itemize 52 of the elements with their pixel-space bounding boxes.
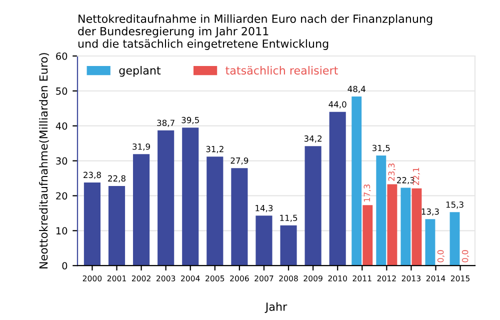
data-label: 38,7 — [157, 120, 174, 127]
chart-title: Nettokreditaufnahme in Milliarden Euro nach der Finanzplanung der Bundesregierung im Jahr 2011 und die tatsächlich eingetretene Entwicklung — [78, 14, 432, 50]
data-label: 22,8 — [108, 175, 126, 182]
data-label: 23,8 — [84, 172, 101, 179]
data-label: 14,3 — [256, 204, 273, 212]
data-label: 34,2 — [304, 135, 322, 143]
y-tick-label: 60 — [56, 52, 68, 60]
data-label: 39,5 — [182, 116, 199, 124]
y-tick-label: 10 — [56, 227, 68, 234]
bar — [352, 96, 362, 266]
data-label: 27,9 — [230, 157, 248, 165]
data-label: 31,5 — [372, 144, 390, 152]
data-label: 22,1 — [412, 168, 420, 186]
data-label: 22,3 — [397, 177, 414, 184]
data-label: 11,5 — [280, 214, 298, 222]
y-tick-label: 50 — [56, 87, 68, 95]
legend-label: geplant — [119, 66, 161, 77]
data-label: 0,0 — [437, 250, 445, 262]
bar — [304, 146, 322, 266]
bar — [387, 184, 398, 266]
data-label: 15,3 — [446, 201, 464, 209]
bar — [158, 130, 174, 266]
data-label: 31,9 — [132, 143, 150, 151]
bar — [84, 182, 101, 266]
bar — [108, 186, 126, 266]
bar — [206, 156, 224, 266]
bar — [362, 205, 373, 266]
bar — [376, 156, 386, 266]
y-tick-label: 0 — [62, 262, 68, 270]
bar — [400, 188, 411, 266]
bar — [450, 212, 460, 266]
bar — [412, 188, 422, 266]
y-axis-title: Neottokreditaufnahme(Milliarden Euro) — [39, 53, 50, 268]
y-tick-label: 30 — [56, 157, 68, 165]
bar — [231, 168, 248, 266]
bar — [425, 219, 436, 266]
bar — [182, 128, 199, 266]
data-label: 23,3 — [388, 164, 396, 181]
x-axis-title: Jahr — [264, 302, 288, 313]
bar — [280, 225, 297, 266]
data-label: 44,0 — [328, 101, 346, 108]
y-tick-label: 20 — [56, 192, 68, 200]
data-label: 17,3 — [364, 184, 371, 202]
data-label: 31,2 — [206, 146, 224, 154]
bar — [329, 112, 346, 266]
data-label: 13,3 — [422, 208, 439, 216]
bar — [133, 154, 150, 266]
legend-label: tatsächlich realisiert — [226, 66, 338, 75]
bar — [256, 216, 272, 266]
y-tick-label: 40 — [56, 122, 68, 130]
data-label: 0,0 — [462, 250, 470, 262]
data-label: 48,4 — [348, 86, 366, 93]
